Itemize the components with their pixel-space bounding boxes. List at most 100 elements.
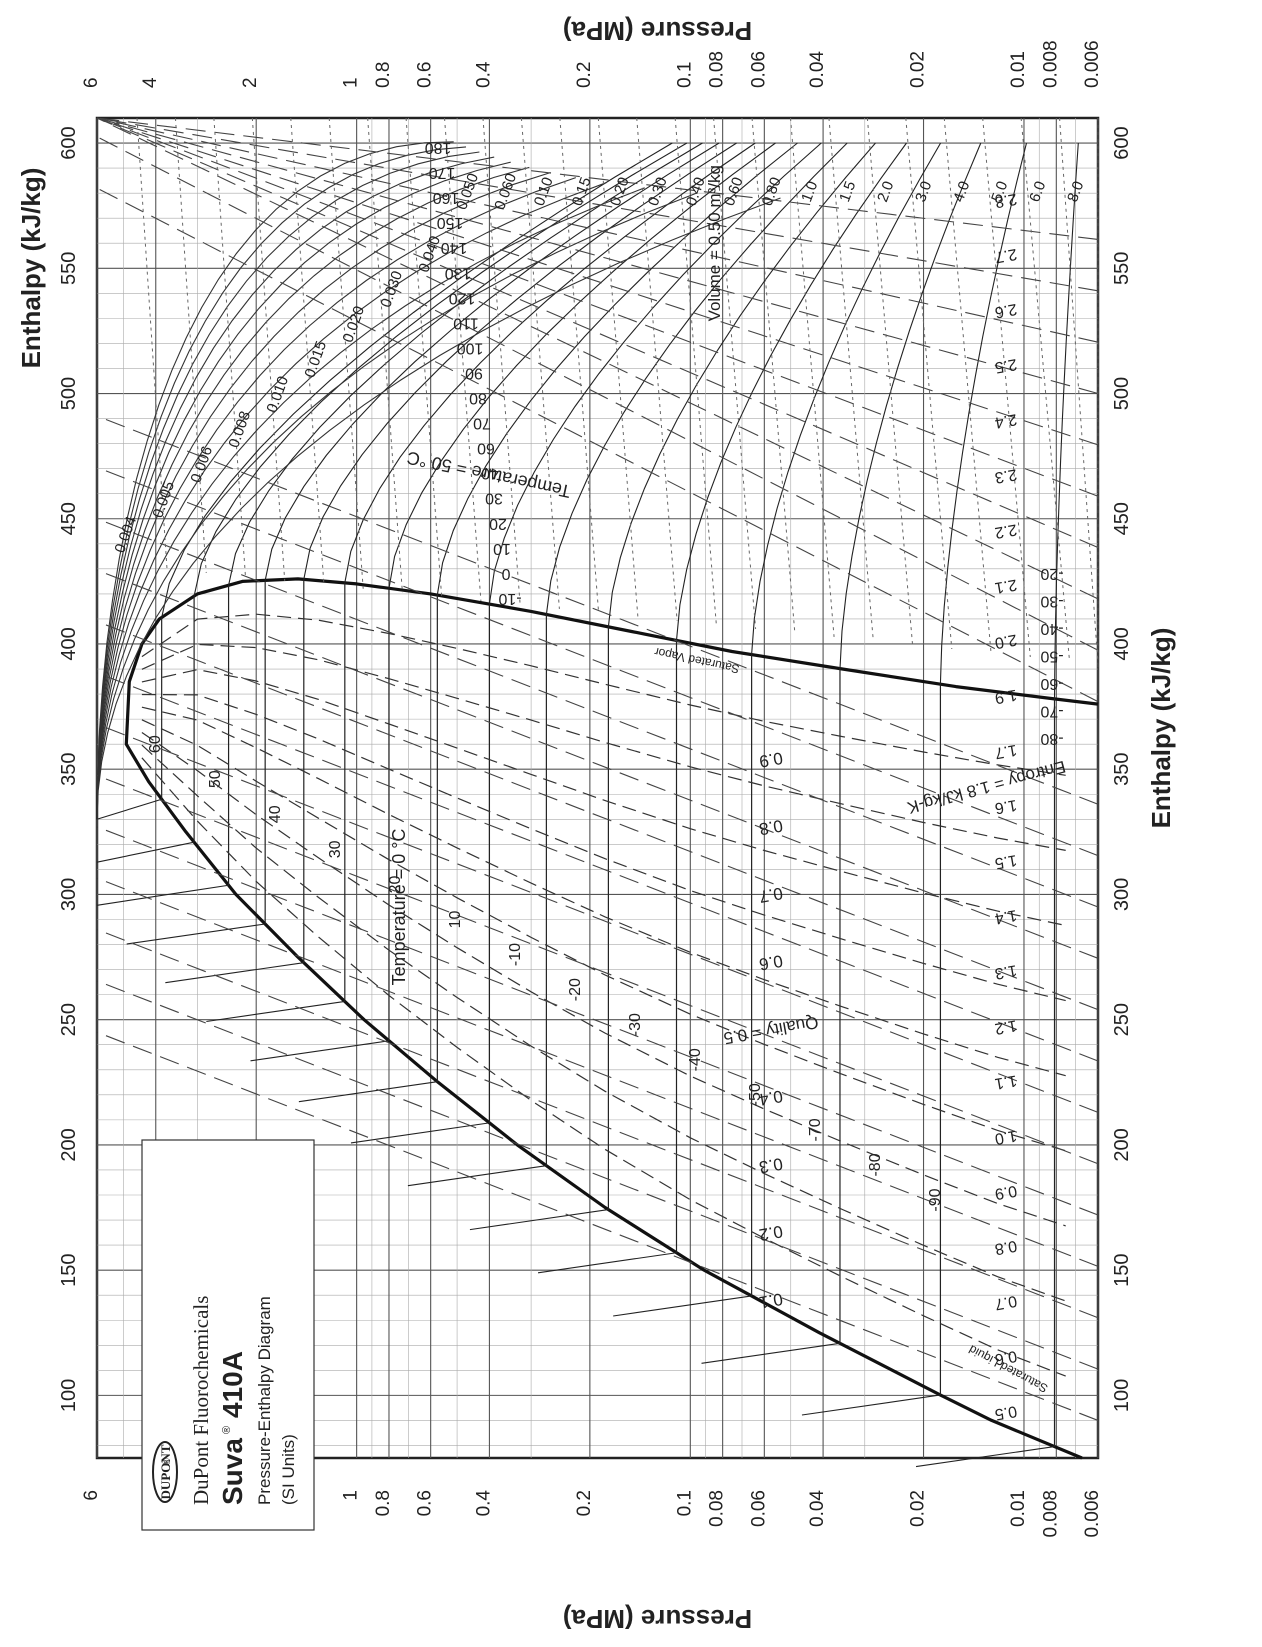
x-tick-label-right: 500 [1111,377,1133,410]
entropy-value-label: 1.6 [993,796,1018,817]
quality-value-label: 0.4 [758,1086,785,1109]
y-tick-label-top: 0.8 [373,62,394,88]
x-tick-label-right: 250 [1111,1003,1133,1036]
isotherm-value-label: 180 [425,139,452,156]
volume-label: Volume = 0.50 m³/kg [705,165,724,321]
low-isotherm-value-label: -70 [1040,703,1063,720]
saturation-dome [124,577,1099,1460]
entropy-value-label: 1.9 [993,686,1018,707]
entropy-line [96,1031,1099,1421]
x-tick-label-right: 300 [1111,878,1133,911]
x-tick-label-left: 100 [58,1379,80,1412]
volume-value-label: 3.0 [912,179,935,204]
volume-line [520,117,560,609]
isotherm-value-label: 30 [485,490,503,507]
entropy-value-label: 1.1 [993,1071,1018,1092]
volume-line [636,117,678,621]
volume-line [290,117,325,585]
isotherm-value-label: 30 [327,840,344,858]
entropy-value-label: 0.8 [993,1237,1018,1258]
isotherm-superheated [488,142,822,605]
entropy-value-label: 1.3 [993,961,1018,982]
isotherm-value-label: 90 [465,364,483,381]
volume-lines [136,117,1099,670]
entropy-line [96,723,1099,1113]
volume-line [559,117,600,613]
volume-line [1059,117,1099,666]
isotherm-liquid [298,1081,438,1103]
isotherm-liquid [701,1342,841,1364]
y-tick-label-bottom: 0.01 [1008,1490,1029,1527]
isotherm-superheated [193,142,688,597]
isotherm-superheated [264,142,720,581]
isotherm-liquid [613,1295,752,1317]
y-tick-label-top: 0.1 [674,62,695,88]
isotherm-supercritical [96,166,530,820]
product-registered-mark: ® [221,1426,233,1434]
quality-value-label: 0.2 [758,1222,785,1245]
y-tick-label-bottom: 0.2 [574,1490,595,1516]
y-tick-label-top: 0.4 [473,61,494,88]
x-tick-label-left: 150 [58,1253,80,1286]
entropy-value-label: 2.6 [993,300,1018,321]
x-tick-label-left: 450 [58,502,80,535]
isotherm-value-label: -20 [567,978,584,1001]
isotherm-liquid [407,1165,547,1187]
y-tick-label-bottom: 0.1 [674,1490,695,1516]
y-tick-label-bottom: 6 [81,1490,102,1501]
quality-line [141,744,1066,1302]
diagram-title: Pressure-Enthalpy Diagram [255,1296,274,1505]
entropy-value-label: 2.5 [993,355,1018,376]
isotherm-value-label: 10 [493,540,511,557]
entropy-line [96,672,1099,1062]
y-axis-title-top: Pressure (MPa) [563,16,752,46]
entropy-line [96,826,1099,1216]
entropy-line [96,117,1099,549]
company-name: DuPont Fluorochemicals [189,1296,213,1505]
entropy-value-label: 2.7 [993,245,1018,266]
x-tick-label-right: 200 [1111,1128,1133,1161]
isotherm-liquid [537,1252,677,1274]
x-tick-label-right: 550 [1111,252,1133,285]
x-tick-label-right: 150 [1111,1253,1133,1286]
isotherm-supercritical [96,182,607,820]
entropy-value-label: 1.0 [993,1127,1018,1148]
isotherm-value-label: -10 [498,590,521,607]
y-tick-label-top: 0.04 [807,51,828,88]
isotherm-value-label: -40 [687,1048,704,1071]
entropy-value-label: 0.5 [993,1402,1018,1423]
isotherm-value-label: 40 [481,465,499,482]
x-tick-label-right: 450 [1111,502,1133,535]
entropy-value-label: 2.1 [993,575,1018,596]
entropy-line [96,929,1099,1319]
isotherm-value-label: 20 [387,875,404,893]
isotherm-supercritical [96,187,645,820]
x-tick-label-left: 300 [58,878,80,911]
isotherm-supercritical [96,141,454,820]
x-axis-title-left: Enthalpy (kJ/kg) [16,168,46,369]
isotherm-superheated [228,142,703,586]
isotherm-value-label: 60 [477,440,495,457]
x-tick-label-left: 500 [58,377,80,410]
y-tick-label-top: 0.2 [574,62,595,88]
isotherm-supercritical [96,156,495,820]
isotherm-superheated [545,142,848,615]
dupont-logo-text: DUPONT [158,1444,173,1499]
quality-value-label: 0.9 [758,748,785,771]
isotherm-value-label: 140 [441,239,468,256]
volume-line [482,117,521,605]
isotherm-value-label: 130 [445,264,472,281]
isotherm-superheated [939,142,1028,685]
isotherm-liquid [96,798,162,820]
volume-value-label: 2.0 [874,179,897,204]
isotherm-supercritical [96,177,576,820]
x-tick-label-left: 250 [58,1003,80,1036]
volume-line [943,117,992,654]
x-tick-label-left: 350 [58,753,80,786]
entropy-line [96,620,1099,1011]
volume-line [367,117,403,593]
quality-line [141,706,1066,1077]
isotherm-liquid [96,884,229,906]
y-tick-label-top: 0.08 [707,51,728,88]
isotherm-value-label: -30 [627,1013,644,1036]
